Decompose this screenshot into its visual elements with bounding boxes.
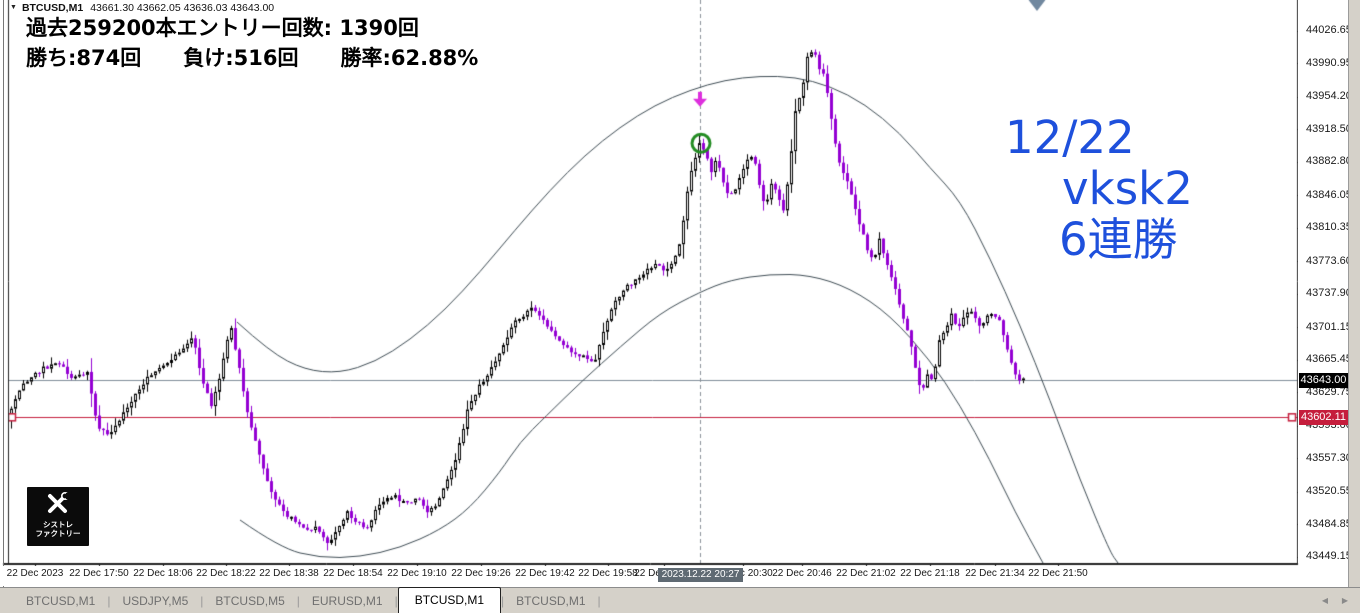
tab-separator: | [200,594,204,608]
time-tick-label: 22 Dec 21:18 [900,568,960,579]
price-tick-label: 43737.90 [1306,287,1352,300]
logo-line2: ファクトリー [35,529,81,538]
chart-ohlc-values: 43661.30 43662.05 43636.03 43643.00 [90,2,275,14]
annotation-tag: vksk2 [1062,162,1193,215]
time-tick-label: 22 Dec 21:50 [1028,568,1088,579]
price-axis[interactable]: 44026.65 43990.95 43954.20 43918.50 43882.80… [1298,0,1352,563]
systre-factory-logo: シストレ ファクトリー [27,487,89,546]
crosshair-time-box: 2023.12.22 20:27 [658,568,743,582]
ea-stats-line1: 過去259200本エントリー回数: 1390回 [26,16,419,40]
price-tick-label: 43449.15 [1306,550,1352,563]
price-tick-label: 43846.05 [1306,188,1352,201]
hline-price-box[interactable]: 43602.11 [1299,409,1348,425]
tab-separator: | [597,594,601,608]
wrench-screwdriver-icon [48,491,70,513]
price-tick-label: 43629.75 [1306,385,1352,398]
price-tick-label: 44026.65 [1306,24,1352,37]
time-tick-label: 22 Dec 19:58 [578,568,638,579]
trade-annotation: 12/22 vksk2 6連勝 [1005,112,1193,265]
price-tick-label: 43954.20 [1306,90,1352,103]
chart-tab-btcusd-m1-5[interactable]: BTCUSD,M1 [516,594,586,608]
logo-line1: シストレ [43,520,73,529]
price-tick-label: 43918.50 [1306,122,1352,135]
time-tick-label: 22 Dec 19:42 [515,568,575,579]
time-tick-label: 22 Dec 20:30 [713,568,773,579]
window-left-edge [3,0,4,587]
time-tick-label: 22 Dec 18:38 [259,568,319,579]
time-axis[interactable]: 22 Dec 2023 22 Dec 17:50 22 Dec 18:06 22 De… [0,566,1297,586]
price-tick-label: 43557.30 [1306,451,1352,464]
time-tick-label: 22 Dec 2023 [6,568,64,579]
price-tick-label: 43701.15 [1306,320,1352,333]
chart-tab-btcusd-m1-4[interactable]: BTCUSD,M1 [397,587,502,613]
price-tick-label: 43882.80 [1306,155,1352,168]
annotation-date: 12/22 [1005,111,1135,164]
chart-tab-eurusd-m1-3[interactable]: EURUSD,M1 [311,594,383,608]
tab-separator: | [394,594,398,608]
time-tick-label: 22 Dec 19:26 [451,568,511,579]
tab-separator: | [107,594,111,608]
tab-scroll-right-button[interactable]: ▶ [1341,596,1348,605]
time-tick-label: 22 Dec 18:54 [323,568,383,579]
time-tick-label: 22 Dec 21:34 [965,568,1025,579]
current-price-box: 43643.00 [1299,372,1348,388]
quick-trade-collapse-icon[interactable]: ▼ [10,4,17,11]
chart-header: ▼ BTCUSD,M1 43661.30 43662.05 43636.03 436… [10,2,274,14]
time-tick-label: 22 Dec 20:46 [772,568,832,579]
ea-stats-overlay: 過去259200本エントリー回数: 1390回 勝ち:874回 負け:516回 … [26,13,478,73]
price-tick-label: 43810.35 [1306,221,1352,234]
tab-separator: | [501,594,505,608]
time-tick-label: 22 Dec 21:02 [836,568,896,579]
annotation-streak: 6連勝 [1059,213,1178,266]
chart-tab-bar: BTCUSD,M1 | USDJPY,M5 | BTCUSD,M5 | EURUSD,M1 |… [0,587,1360,613]
price-tick-label: 43665.45 [1306,353,1352,366]
time-tick-label: 22 Dec 18:06 [133,568,193,579]
chart-symbol-label: BTCUSD,M1 [21,2,84,14]
price-tick-label: 43520.55 [1306,485,1352,498]
price-tick-label: 43484.85 [1306,517,1352,530]
price-tick-label: 43990.95 [1306,56,1352,69]
ea-stats-line2: 勝ち:874回 負け:516回 勝率:62.88% [26,46,479,70]
time-tick-label: 22 Dec 18:22 [196,568,256,579]
time-tick-label: 22 Dec 19:10 [387,568,447,579]
chart-tab-btcusd-m1-0[interactable]: BTCUSD,M1 [26,594,96,608]
tab-scroll-left-button[interactable]: ◀ [1321,596,1328,605]
chart-tab-btcusd-m5-2[interactable]: BTCUSD,M5 [215,594,285,608]
chart-tab-usdjpy-m5-1[interactable]: USDJPY,M5 [122,594,189,608]
tab-separator: | [296,594,300,608]
right-scroll-strip [1348,0,1360,588]
time-tick-label: 22 Dec 17:50 [69,568,129,579]
price-tick-label: 43773.60 [1306,254,1352,267]
